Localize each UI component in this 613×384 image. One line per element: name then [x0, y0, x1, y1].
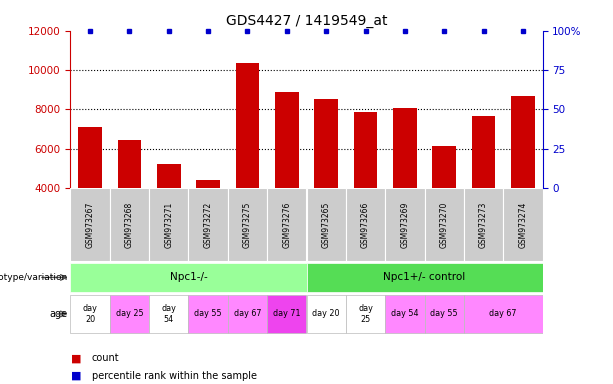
- Text: GSM973268: GSM973268: [125, 202, 134, 248]
- Text: day 67: day 67: [234, 310, 261, 318]
- Bar: [314, 99, 338, 267]
- Bar: [118, 140, 141, 267]
- Text: day 55: day 55: [430, 310, 458, 318]
- Text: day
20: day 20: [83, 304, 97, 324]
- Text: GSM973275: GSM973275: [243, 202, 252, 248]
- Bar: [471, 116, 495, 267]
- Bar: [70, 188, 110, 261]
- Text: genotype/variation: genotype/variation: [0, 273, 67, 282]
- Bar: [275, 92, 299, 267]
- Bar: [385, 188, 424, 261]
- Text: GSM973269: GSM973269: [400, 202, 409, 248]
- Bar: [110, 295, 149, 333]
- Text: Npc1+/- control: Npc1+/- control: [383, 272, 466, 283]
- Bar: [306, 188, 346, 261]
- Text: GSM973276: GSM973276: [283, 202, 291, 248]
- Text: GSM973267: GSM973267: [86, 202, 94, 248]
- Bar: [464, 188, 503, 261]
- Bar: [511, 96, 535, 267]
- Text: ■: ■: [70, 353, 81, 363]
- Text: GSM973273: GSM973273: [479, 202, 488, 248]
- Text: count: count: [92, 353, 120, 363]
- Text: day 67: day 67: [489, 310, 517, 318]
- Bar: [189, 295, 228, 333]
- Bar: [306, 263, 543, 292]
- Text: GSM973266: GSM973266: [361, 202, 370, 248]
- Text: day 55: day 55: [194, 310, 222, 318]
- Text: day 20: day 20: [313, 310, 340, 318]
- Text: percentile rank within the sample: percentile rank within the sample: [92, 371, 257, 381]
- Bar: [354, 113, 377, 267]
- Title: GDS4427 / 1419549_at: GDS4427 / 1419549_at: [226, 14, 387, 28]
- Text: GSM973265: GSM973265: [322, 202, 330, 248]
- Text: GSM973274: GSM973274: [519, 202, 527, 248]
- Bar: [267, 188, 306, 261]
- Bar: [149, 295, 189, 333]
- Text: day 71: day 71: [273, 310, 300, 318]
- Bar: [432, 146, 456, 267]
- Text: day 54: day 54: [391, 310, 419, 318]
- Text: day 25: day 25: [116, 310, 143, 318]
- Text: GSM973272: GSM973272: [204, 202, 213, 248]
- Text: ■: ■: [70, 371, 81, 381]
- Bar: [503, 188, 543, 261]
- Bar: [346, 295, 385, 333]
- Bar: [70, 295, 110, 333]
- Bar: [424, 188, 464, 261]
- Bar: [157, 164, 181, 267]
- Bar: [385, 295, 424, 333]
- Text: day
25: day 25: [358, 304, 373, 324]
- Bar: [228, 188, 267, 261]
- Bar: [267, 295, 306, 333]
- Text: GSM973271: GSM973271: [164, 202, 173, 248]
- Bar: [228, 295, 267, 333]
- Bar: [196, 180, 220, 267]
- Bar: [189, 188, 228, 261]
- Bar: [78, 127, 102, 267]
- Text: GSM973270: GSM973270: [440, 202, 449, 248]
- Bar: [110, 188, 149, 261]
- Text: day
54: day 54: [161, 304, 177, 324]
- Text: Npc1-/-: Npc1-/-: [170, 272, 207, 283]
- Bar: [70, 263, 306, 292]
- Bar: [346, 188, 385, 261]
- Text: age: age: [49, 309, 67, 319]
- Bar: [393, 108, 417, 267]
- Bar: [149, 188, 189, 261]
- Bar: [306, 295, 346, 333]
- Bar: [464, 295, 543, 333]
- Bar: [235, 63, 259, 267]
- Bar: [424, 295, 464, 333]
